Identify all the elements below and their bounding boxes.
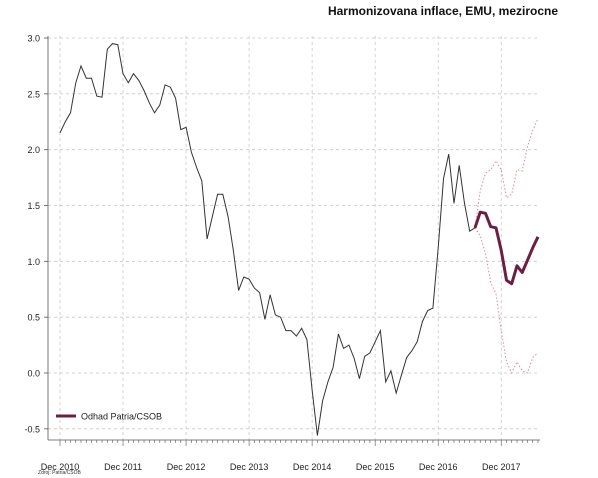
x-tick-label: Dec 2010 — [41, 462, 80, 472]
y-tick-label: 2.0 — [27, 145, 40, 155]
y-tick-label: 1.0 — [27, 257, 40, 267]
y-tick-label: 2.5 — [27, 89, 40, 99]
y-tick-label: -0.5 — [24, 424, 40, 434]
source-note: Zdroj: Patria/CSOB — [38, 470, 81, 476]
x-tick-label: Dec 2016 — [419, 462, 458, 472]
x-tick-label: Dec 2013 — [230, 462, 269, 472]
x-tick-label: Dec 2012 — [167, 462, 206, 472]
confidence-band-lower — [474, 227, 539, 375]
legend-label-forecast: Odhad Patria/CSOB — [81, 412, 162, 422]
chart-title: Harmonizovana inflace, EMU, mezirocne — [327, 4, 558, 18]
y-tick-label: 0.5 — [27, 313, 40, 323]
forecast-line — [473, 210, 540, 286]
x-tick-label: Dec 2017 — [482, 462, 521, 472]
y-tick-label: 1.5 — [27, 201, 40, 211]
x-tick-label: Dec 2015 — [356, 462, 395, 472]
y-tick-label: 0.0 — [27, 369, 40, 379]
y-tick-label: 3.0 — [27, 34, 40, 44]
confidence-band-upper — [474, 118, 539, 228]
x-tick-label: Dec 2014 — [293, 462, 332, 472]
actual-inflation-line — [59, 43, 476, 436]
x-tick-label: Dec 2011 — [104, 462, 142, 472]
